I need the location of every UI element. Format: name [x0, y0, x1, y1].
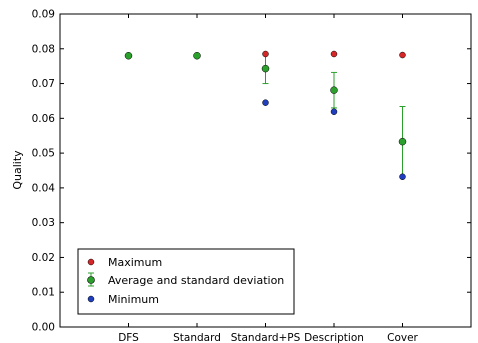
y-tick-label: 0.08	[32, 43, 55, 55]
legend-marker-average	[87, 276, 95, 284]
x-tick-label: Cover	[387, 332, 418, 343]
maximum-point	[399, 51, 406, 59]
y-tick-label: 0.03	[32, 217, 55, 229]
x-axis: DFS Standard Standard+PS Description Cover	[118, 14, 419, 343]
average-point	[124, 51, 133, 60]
y-tick-label: 0.01	[32, 287, 55, 299]
y-tick-label: 0.07	[32, 78, 55, 90]
average-point	[193, 51, 201, 60]
y-tick-label: 0.02	[32, 252, 55, 264]
legend-label-maximum: Maximum	[108, 256, 162, 269]
y-axis-label: Quality	[11, 150, 24, 190]
legend: Maximum Average and standard deviation M…	[77, 248, 295, 315]
minimum-point	[262, 99, 269, 106]
average-point	[330, 86, 338, 94]
x-tick-label: Standard+PS	[231, 332, 301, 343]
minimum-point	[330, 108, 338, 115]
minimum-point	[399, 173, 406, 181]
data-series	[124, 50, 407, 181]
maximum-point	[262, 50, 269, 58]
y-tick-label: 0.00	[32, 322, 55, 334]
x-tick-label: DFS	[118, 332, 139, 343]
legend-marker-maximum	[87, 258, 95, 266]
average-point	[398, 137, 407, 146]
x-tick-label: Description	[304, 332, 364, 343]
legend-label-average: Average and standard deviation	[108, 274, 284, 287]
average-point	[261, 64, 270, 73]
legend-label-minimum: Minimum	[108, 293, 159, 306]
legend-box	[77, 248, 295, 315]
y-tick-label: 0.06	[32, 113, 56, 125]
y-tick-label: 0.05	[32, 148, 55, 160]
x-tick-label: Standard	[173, 332, 221, 343]
y-tick-label: 0.04	[32, 182, 56, 194]
y-axis: 0.00 0.01 0.02 0.03 0.04 0.05 0.06 0.07 0.08 0.09	[32, 9, 471, 334]
y-tick-label: 0.09	[32, 9, 55, 21]
legend-marker-minimum	[87, 295, 95, 303]
maximum-point	[330, 50, 338, 58]
